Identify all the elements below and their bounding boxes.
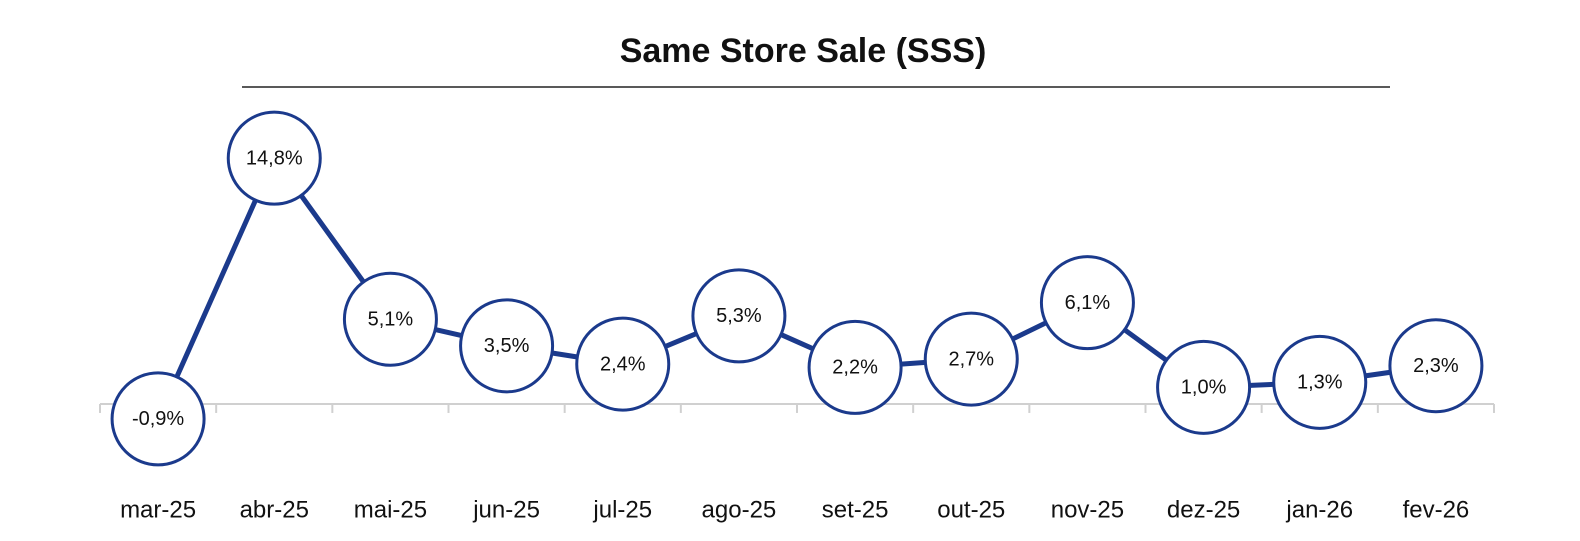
x-tick-label: jun-25 — [472, 496, 540, 523]
point-marker — [1272, 334, 1368, 430]
point-marker — [110, 371, 206, 467]
point-marker — [923, 311, 1019, 407]
point-marker — [1388, 318, 1484, 414]
x-tick-label: dez-25 — [1167, 496, 1240, 523]
data-label: 5,1% — [368, 309, 414, 331]
point-marker — [1156, 339, 1252, 435]
data-label: 2,4% — [600, 353, 646, 375]
point-marker — [459, 298, 555, 394]
data-label: 6,1% — [1065, 292, 1111, 314]
point-marker — [342, 271, 438, 367]
chart-title: Same Store Sale (SSS) — [620, 32, 987, 70]
point-marker — [226, 110, 322, 206]
x-tick-label: set-25 — [822, 496, 889, 523]
x-tick-label: out-25 — [937, 496, 1005, 523]
x-tick-label: abr-25 — [240, 496, 309, 523]
point-marker — [691, 268, 787, 364]
data-label: 2,2% — [832, 357, 878, 379]
x-tick-label: ago-25 — [702, 496, 777, 523]
data-label: -0,9% — [132, 408, 184, 430]
x-tick-label: mai-25 — [354, 496, 427, 523]
x-tick-label: mar-25 — [120, 496, 196, 523]
data-label: 5,3% — [716, 305, 762, 327]
x-tick-label: jan-26 — [1285, 496, 1353, 523]
x-tick-label: fev-26 — [1403, 496, 1470, 523]
data-label: 2,3% — [1413, 355, 1459, 377]
point-marker — [807, 319, 903, 415]
x-tick-label: jul-25 — [592, 496, 652, 523]
data-label: 2,7% — [948, 348, 994, 370]
point-marker — [1039, 255, 1135, 351]
data-label: 1,3% — [1297, 372, 1343, 394]
data-label: 14,8% — [246, 147, 303, 169]
data-label: 3,5% — [484, 335, 530, 357]
point-marker — [575, 316, 671, 412]
data-label: 1,0% — [1181, 377, 1227, 399]
x-tick-label: nov-25 — [1051, 496, 1124, 523]
